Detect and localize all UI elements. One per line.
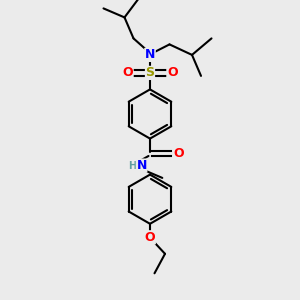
Text: O: O	[122, 66, 133, 80]
Text: N: N	[145, 48, 155, 62]
Text: H: H	[128, 160, 136, 171]
Text: O: O	[167, 66, 178, 80]
Text: O: O	[173, 147, 184, 160]
Text: O: O	[145, 231, 155, 244]
Text: S: S	[146, 66, 154, 80]
Text: N: N	[136, 159, 147, 172]
